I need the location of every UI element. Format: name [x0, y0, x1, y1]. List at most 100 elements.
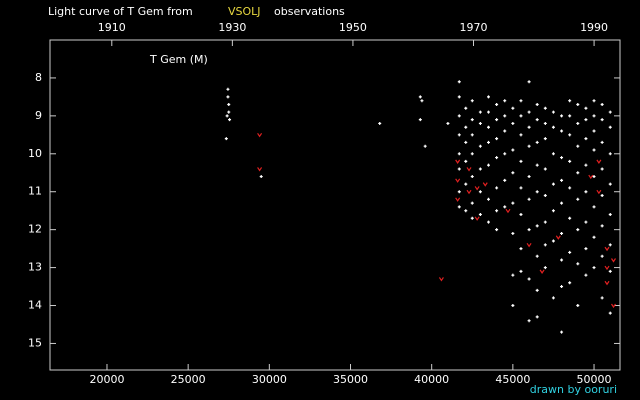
data-point [486, 140, 490, 144]
data-point [584, 118, 588, 122]
data-point [519, 186, 523, 190]
data-point [560, 156, 564, 160]
data-point [495, 137, 499, 141]
data-point [418, 118, 422, 122]
data-point [486, 110, 490, 114]
data-point [600, 167, 604, 171]
data-point [511, 171, 515, 175]
data-point [543, 137, 547, 141]
data-point [584, 247, 588, 251]
chart-title-end: observations [274, 5, 345, 18]
y-axis-label: T Gem (M) [149, 53, 208, 66]
data-point [584, 190, 588, 194]
data-point [503, 178, 507, 182]
data-point [457, 205, 461, 209]
data-point [457, 152, 461, 156]
data-point [486, 95, 490, 99]
data-point [455, 197, 461, 202]
data-point [457, 167, 461, 171]
data-point [226, 95, 230, 99]
data-point [257, 132, 263, 138]
y-tick-label: 14 [28, 299, 42, 312]
y-tick-label: 15 [28, 336, 42, 349]
data-point [470, 118, 474, 122]
data-point [259, 175, 263, 179]
data-point [600, 254, 604, 258]
data-point [568, 250, 572, 254]
data-point [608, 269, 612, 273]
data-point [608, 212, 612, 216]
data-point [535, 102, 539, 106]
y-tick-label: 8 [35, 71, 42, 84]
data-point [446, 121, 450, 125]
data-point [511, 106, 515, 110]
data-point [543, 220, 547, 224]
y-tick-label: 13 [28, 261, 42, 274]
data-point [505, 208, 511, 214]
data-point [551, 239, 555, 243]
data-point [486, 125, 490, 129]
data-point [560, 201, 564, 205]
data-point [495, 186, 499, 190]
data-point [543, 266, 547, 270]
data-point [539, 269, 545, 274]
data-point [478, 110, 482, 114]
data-point [478, 144, 482, 148]
data-point [592, 175, 596, 179]
data-point [596, 159, 602, 164]
x-tick-label: 20000 [89, 373, 124, 386]
data-point [576, 197, 580, 201]
data-point [511, 231, 515, 235]
data-point [495, 228, 499, 232]
data-point [560, 178, 564, 182]
x2-tick-label: 1910 [98, 21, 126, 34]
data-point [486, 220, 490, 224]
data-point [535, 190, 539, 194]
y-tick-label: 11 [28, 185, 42, 198]
x-tick-label: 35000 [333, 373, 368, 386]
data-point [527, 144, 531, 148]
data-point [519, 212, 523, 216]
data-point [511, 273, 515, 277]
data-point [596, 189, 602, 195]
data-point [519, 269, 523, 273]
x-tick-label: 25000 [171, 373, 206, 386]
data-point [543, 121, 547, 125]
data-point [225, 114, 229, 118]
data-point [576, 262, 580, 266]
data-point [535, 140, 539, 144]
data-point [470, 216, 474, 220]
y-tick-label: 12 [28, 223, 42, 236]
data-point [519, 247, 523, 251]
data-point [535, 288, 539, 292]
chart-title-highlight: VSOLJ [228, 5, 261, 18]
data-point [592, 235, 596, 239]
x-tick-label: 50000 [577, 373, 612, 386]
data-point [418, 95, 422, 99]
data-point [535, 254, 539, 258]
data-point [576, 121, 580, 125]
x-tick-label: 30000 [252, 373, 287, 386]
data-point [527, 110, 531, 114]
data-point [568, 99, 572, 103]
data-point [457, 80, 461, 84]
data-point [543, 243, 547, 247]
data-point [224, 137, 228, 141]
data-point [611, 258, 617, 263]
data-point [551, 209, 555, 213]
data-point [568, 159, 572, 163]
data-point [600, 194, 604, 198]
data-point [228, 118, 232, 122]
data-point [604, 280, 610, 286]
data-point [568, 281, 572, 285]
data-point [584, 273, 588, 277]
data-point [464, 209, 468, 213]
credit: drawn by ooruri [530, 383, 617, 396]
data-point [519, 159, 523, 163]
data-point [455, 178, 461, 183]
data-point [478, 212, 482, 216]
data-point [527, 228, 531, 232]
plot-frame [49, 39, 621, 371]
data-point [519, 114, 523, 118]
